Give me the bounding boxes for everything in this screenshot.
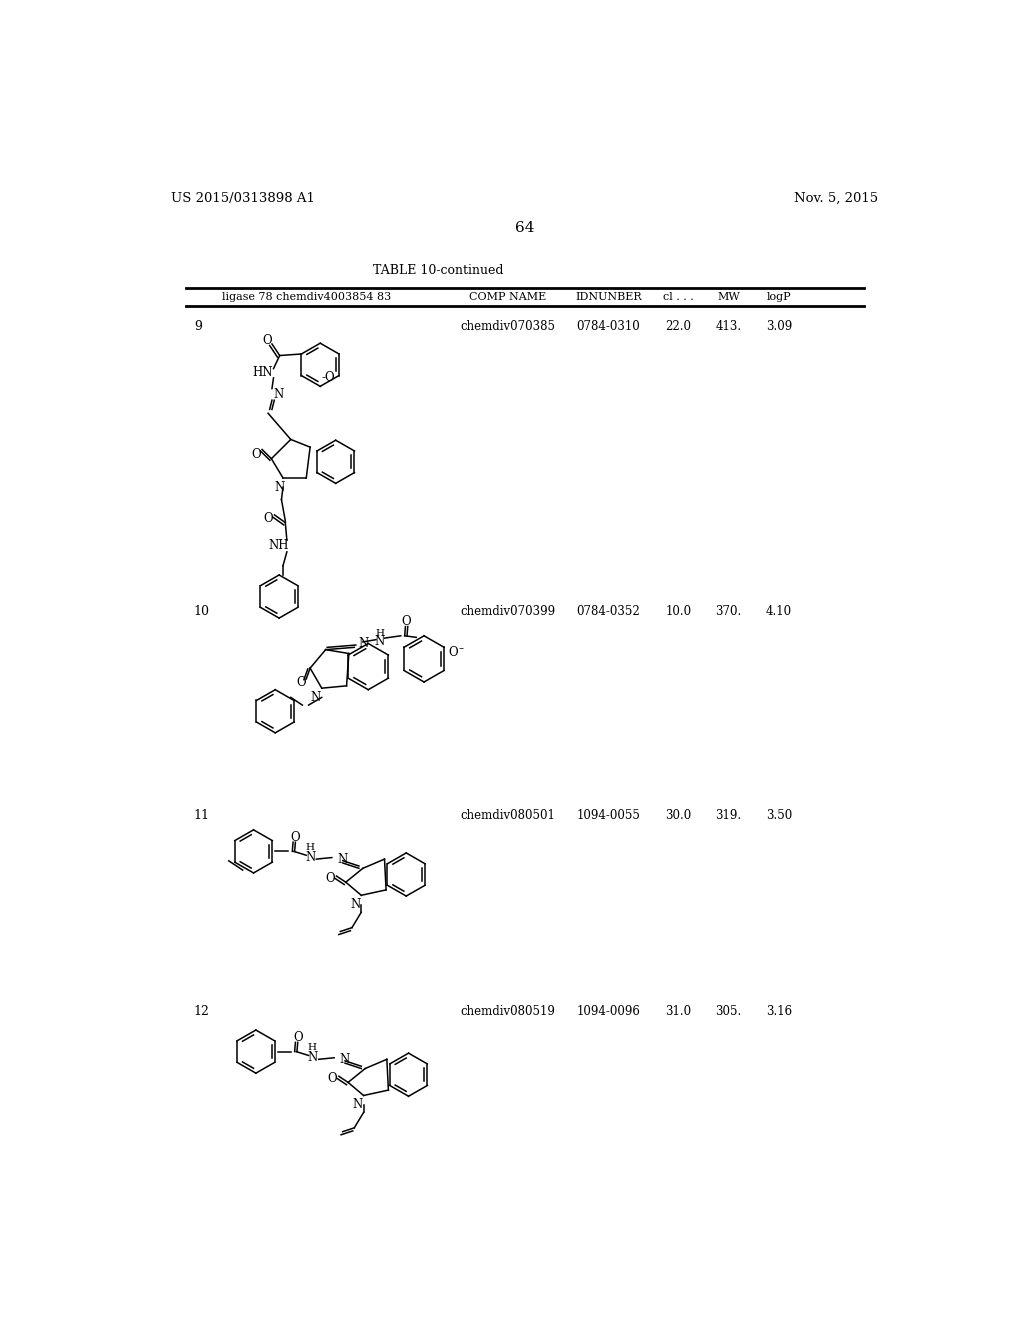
Text: N: N <box>340 1053 350 1065</box>
Text: 3.50: 3.50 <box>766 809 793 822</box>
Text: O: O <box>296 676 305 689</box>
Text: N: N <box>350 898 360 911</box>
Text: 3.16: 3.16 <box>766 1006 792 1019</box>
Text: 64: 64 <box>515 220 535 235</box>
Text: 0784-0310: 0784-0310 <box>577 321 640 333</box>
Text: NH: NH <box>269 539 290 552</box>
Text: -O: -O <box>322 371 336 384</box>
Text: 9: 9 <box>194 321 202 333</box>
Text: H: H <box>305 843 314 851</box>
Text: 305.: 305. <box>716 1006 741 1019</box>
Text: 30.0: 30.0 <box>666 809 691 822</box>
Text: logP: logP <box>767 292 792 302</box>
Text: N: N <box>274 480 285 494</box>
Text: 31.0: 31.0 <box>666 1006 691 1019</box>
Text: O: O <box>328 1072 338 1085</box>
Text: N: N <box>307 1051 317 1064</box>
Text: chemdiv070399: chemdiv070399 <box>460 605 555 618</box>
Text: O: O <box>293 1031 302 1044</box>
Text: -: - <box>458 642 463 656</box>
Text: 4.10: 4.10 <box>766 605 792 618</box>
Text: TABLE 10-continued: TABLE 10-continued <box>373 264 503 277</box>
Text: 10: 10 <box>194 605 210 618</box>
Text: O: O <box>401 615 411 628</box>
Text: 22.0: 22.0 <box>666 321 691 333</box>
Text: H: H <box>308 1043 317 1052</box>
Text: 413.: 413. <box>716 321 741 333</box>
Text: HN: HN <box>252 366 273 379</box>
Text: N: N <box>337 853 347 866</box>
Text: 10.0: 10.0 <box>666 605 691 618</box>
Text: N: N <box>273 388 284 400</box>
Text: O: O <box>251 449 261 462</box>
Text: O: O <box>449 647 459 659</box>
Text: O: O <box>262 334 272 347</box>
Text: 12: 12 <box>194 1006 210 1019</box>
Text: cl . . .: cl . . . <box>663 292 693 302</box>
Text: MW: MW <box>717 292 740 302</box>
Text: O: O <box>263 512 273 525</box>
Text: ligase 78 chemdiv4003854 83: ligase 78 chemdiv4003854 83 <box>221 292 391 302</box>
Text: N: N <box>310 690 321 704</box>
Text: 11: 11 <box>194 809 210 822</box>
Text: 3.09: 3.09 <box>766 321 793 333</box>
Text: 370.: 370. <box>716 605 741 618</box>
Text: N: N <box>305 851 315 865</box>
Text: chemdiv080519: chemdiv080519 <box>461 1006 555 1019</box>
Text: N: N <box>352 1098 362 1111</box>
Text: 319.: 319. <box>716 809 741 822</box>
Text: H: H <box>376 630 384 638</box>
Text: US 2015/0313898 A1: US 2015/0313898 A1 <box>171 191 314 205</box>
Text: N: N <box>358 638 369 649</box>
Text: N: N <box>375 635 385 648</box>
Text: 0784-0352: 0784-0352 <box>577 605 640 618</box>
Text: 1094-0055: 1094-0055 <box>577 809 640 822</box>
Text: COMP NAME: COMP NAME <box>469 292 547 302</box>
Text: Nov. 5, 2015: Nov. 5, 2015 <box>794 191 879 205</box>
Text: IDNUNBER: IDNUNBER <box>575 292 642 302</box>
Text: O: O <box>291 832 300 843</box>
Text: 1094-0096: 1094-0096 <box>577 1006 640 1019</box>
Text: chemdiv080501: chemdiv080501 <box>461 809 555 822</box>
Text: O: O <box>326 871 335 884</box>
Text: chemdiv070385: chemdiv070385 <box>460 321 555 333</box>
